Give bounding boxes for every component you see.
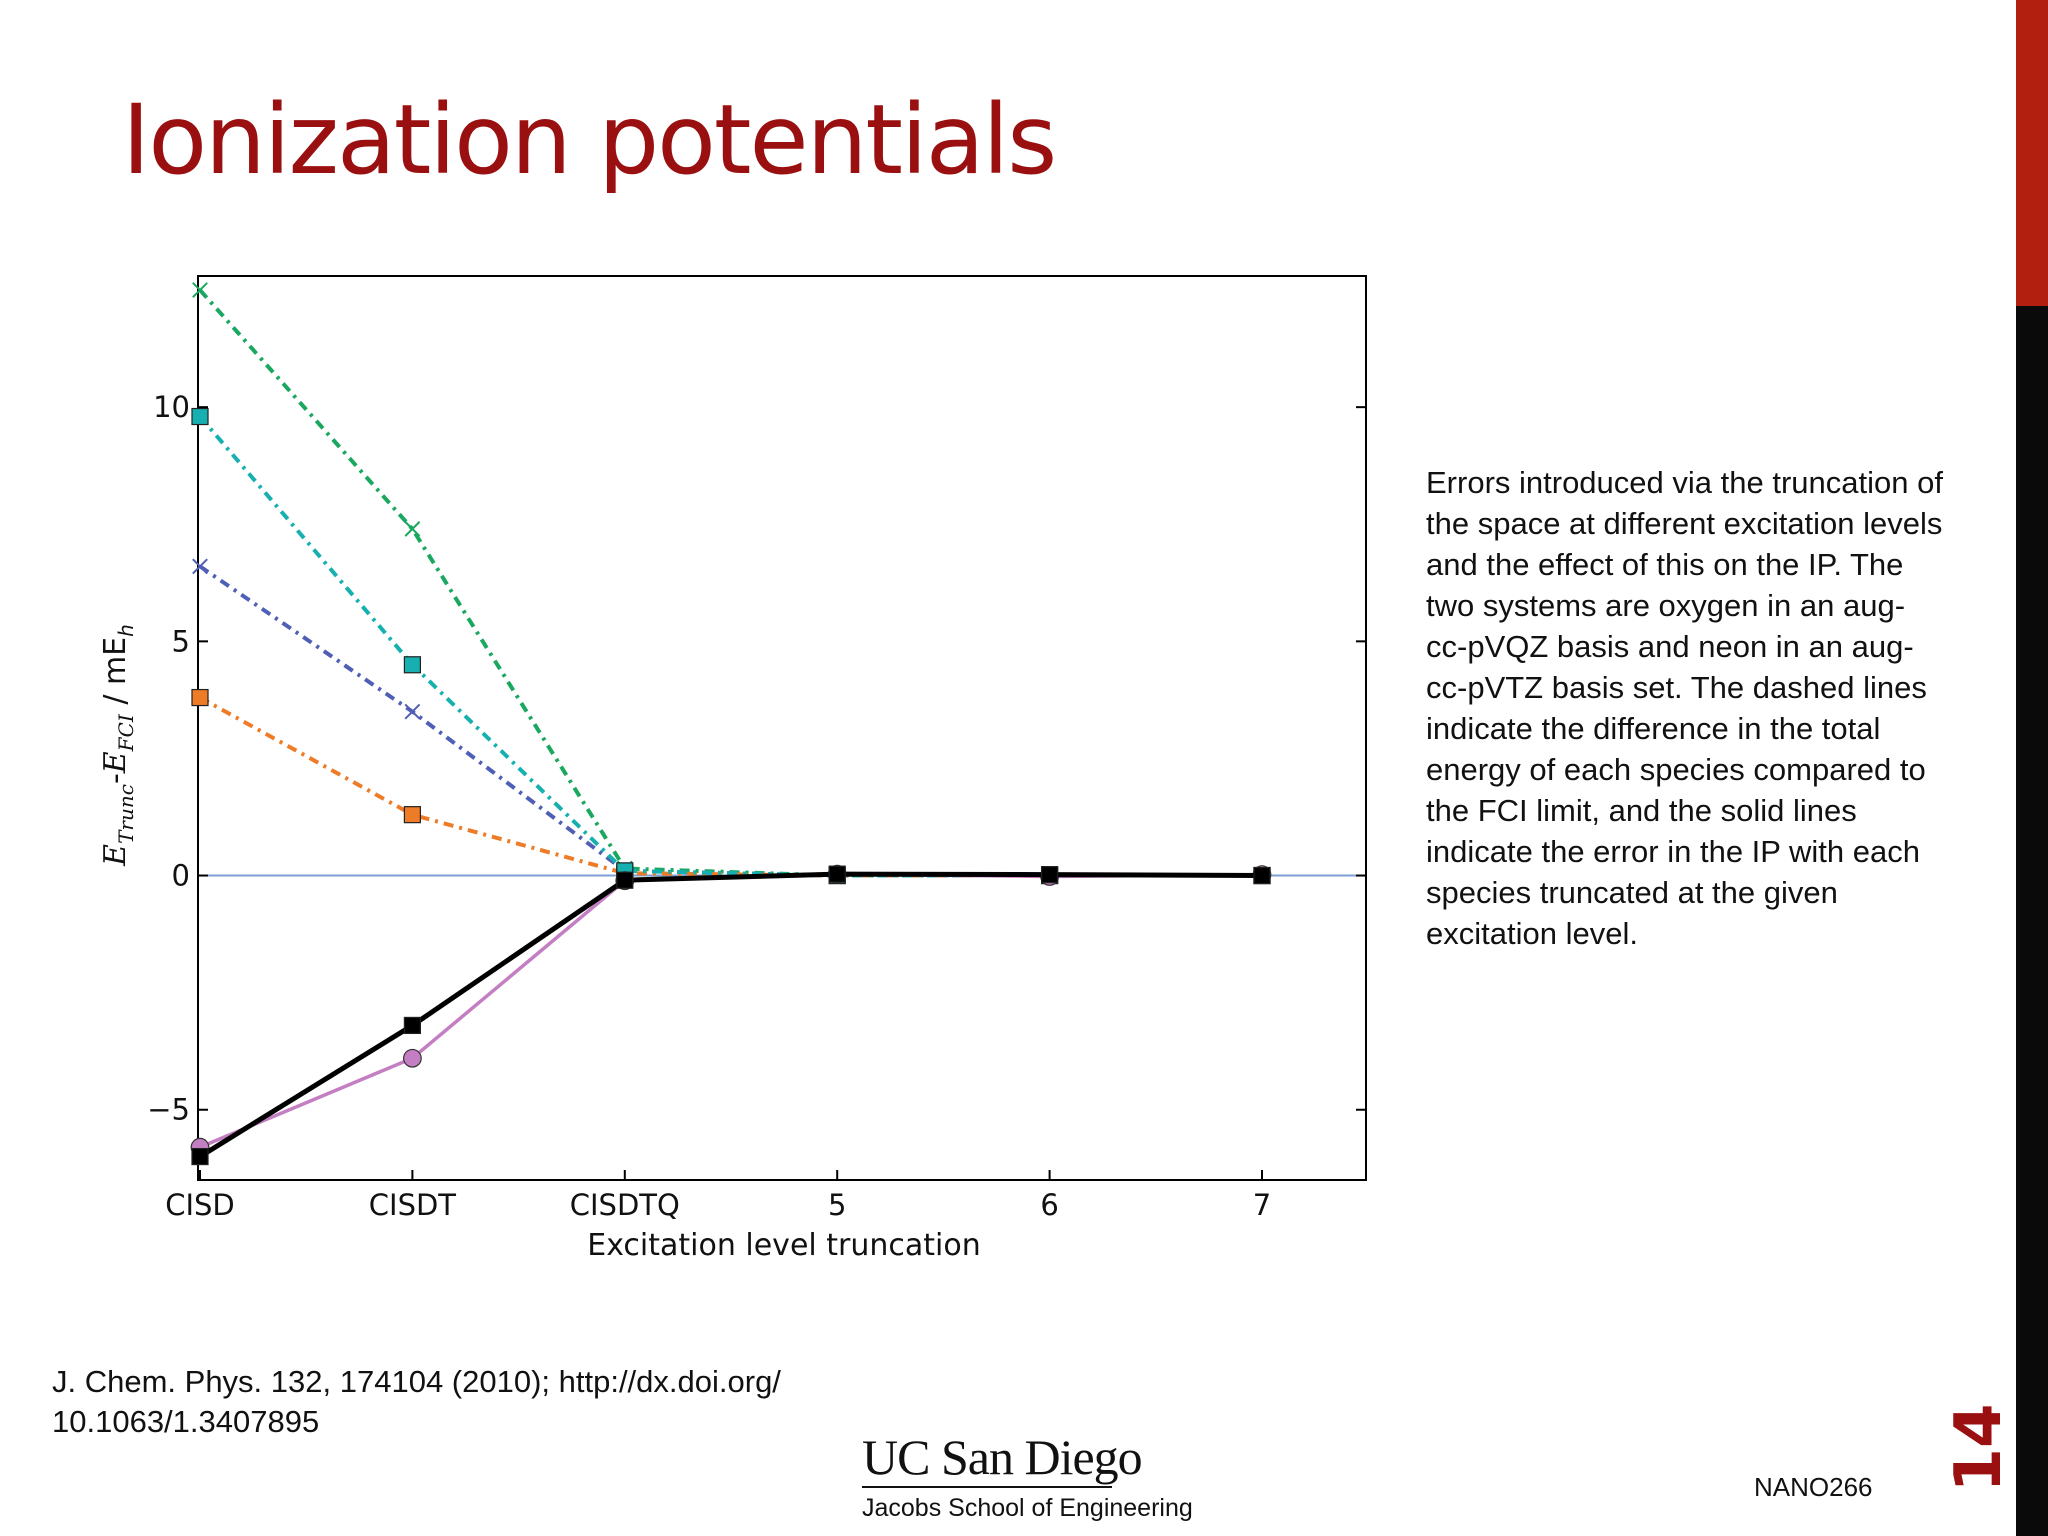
x-tick-label: CISDTQ bbox=[570, 1188, 680, 1222]
data-point bbox=[192, 282, 208, 298]
x-tick-label: CISDT bbox=[369, 1188, 457, 1222]
data-point bbox=[191, 407, 209, 426]
x-tick-label: 5 bbox=[828, 1188, 846, 1222]
ucsd-logo: UC San Diego Jacobs School of Engineerin… bbox=[862, 1430, 1202, 1523]
data-point bbox=[1040, 866, 1059, 884]
data-point bbox=[403, 656, 421, 674]
data-point bbox=[1253, 866, 1271, 885]
description-text: Errors introduced via the truncation of … bbox=[1426, 465, 1943, 951]
y-tick-label: 10 bbox=[153, 390, 190, 424]
logo-rule bbox=[862, 1486, 1112, 1488]
course-code: NANO266 bbox=[1754, 1472, 1873, 1502]
main-axis-ticks: CISD CISDT CISDTQ 5 6 7 −5 0 5 10 bbox=[147, 390, 1366, 1222]
data-point bbox=[403, 806, 421, 824]
x-tick-label: 7 bbox=[1253, 1188, 1271, 1222]
sidebar-dark-bar bbox=[2016, 306, 2048, 1536]
citation-line-2: 10.1063/1.3407895 bbox=[52, 1404, 320, 1439]
data-point bbox=[192, 558, 208, 575]
sidebar-accent-bar bbox=[2016, 0, 2048, 306]
y-tick-label: −5 bbox=[147, 1093, 190, 1127]
main-series bbox=[190, 282, 1272, 1166]
citation: J. Chem. Phys. 132, 174104 (2010); http:… bbox=[52, 1362, 912, 1442]
series-line bbox=[198, 871, 1263, 1159]
data-point bbox=[191, 1147, 209, 1166]
x-tick-label: 6 bbox=[1040, 1188, 1058, 1222]
data-point bbox=[404, 703, 421, 720]
y-axis-label: ETrunc-EFCI / mEh Ne+NeO+ONe IPO IP 4567… bbox=[98, 624, 138, 867]
data-point bbox=[828, 865, 846, 883]
data-point bbox=[616, 871, 634, 889]
x-axis-label: Excitation level truncation bbox=[587, 1228, 981, 1263]
x-tick-label: CISD bbox=[165, 1188, 235, 1222]
logo-main-text: UC San Diego bbox=[862, 1429, 1143, 1485]
series-line bbox=[199, 695, 1262, 878]
y-tick-label: 5 bbox=[172, 624, 190, 658]
data-point bbox=[403, 1016, 421, 1035]
logo-sub-text: Jacobs School of Engineering bbox=[862, 1494, 1193, 1522]
y-tick-label: 0 bbox=[172, 859, 190, 893]
data-point bbox=[191, 688, 209, 707]
plot-background bbox=[197, 275, 1367, 1181]
series-o-ip bbox=[191, 865, 1271, 1166]
data-point bbox=[404, 521, 421, 537]
slide-title: Ionization potentials bbox=[122, 84, 1057, 196]
data-point bbox=[403, 1048, 422, 1068]
citation-line-1: J. Chem. Phys. 132, 174104 (2010); http:… bbox=[52, 1364, 781, 1399]
